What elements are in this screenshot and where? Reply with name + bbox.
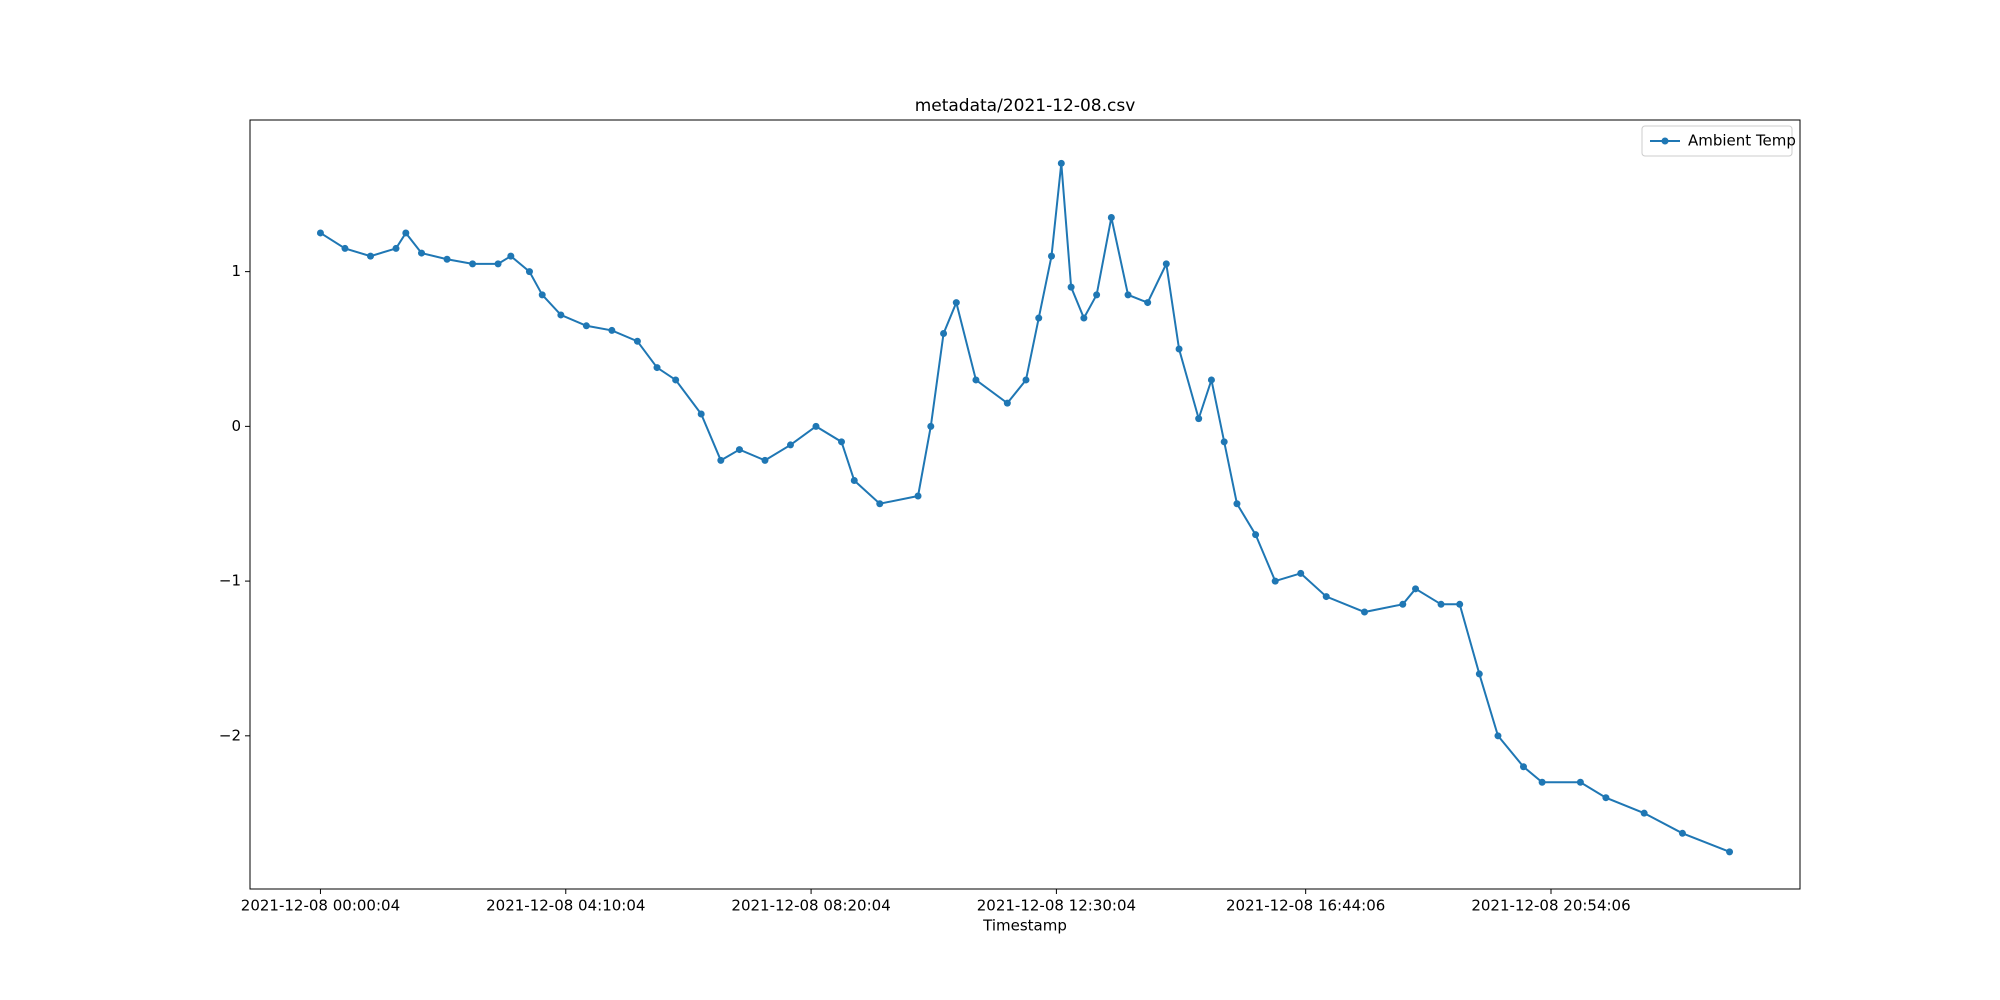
data-point xyxy=(418,249,426,257)
data-point xyxy=(1322,593,1330,601)
data-point xyxy=(672,376,680,384)
data-point xyxy=(940,330,948,338)
data-point xyxy=(876,500,884,508)
data-point xyxy=(1726,848,1734,856)
data-point xyxy=(1022,376,1030,384)
data-point xyxy=(1144,299,1152,307)
data-point xyxy=(1640,809,1648,817)
plot-frame xyxy=(249,119,1801,890)
x-tick-label: 2021-12-08 08:20:04 xyxy=(731,897,890,915)
data-point xyxy=(850,477,858,485)
data-point xyxy=(717,456,725,464)
data-point xyxy=(1437,600,1445,608)
data-point xyxy=(1035,314,1043,322)
x-tick-label: 2021-12-08 12:30:04 xyxy=(977,897,1136,915)
legend-box xyxy=(1641,125,1793,157)
data-point xyxy=(1107,213,1115,221)
data-point xyxy=(838,438,846,446)
data-point xyxy=(1093,291,1101,299)
data-point xyxy=(1233,500,1241,508)
data-point xyxy=(1361,608,1369,616)
x-tick-label: 2021-12-08 00:00:04 xyxy=(241,897,400,915)
data-point xyxy=(1124,291,1132,299)
x-tick-label: 2021-12-08 16:44:06 xyxy=(1226,897,1385,915)
data-point xyxy=(786,441,794,449)
data-point xyxy=(316,229,324,237)
data-point xyxy=(653,364,661,372)
data-point xyxy=(443,255,451,263)
data-line xyxy=(319,163,1730,853)
data-point xyxy=(1475,670,1483,678)
data-point xyxy=(633,337,641,345)
y-tick-label: −1 xyxy=(219,572,241,590)
data-point xyxy=(1494,732,1502,740)
chart-title: metadata/2021-12-08.csv xyxy=(915,96,1136,116)
data-point xyxy=(1519,763,1527,771)
data-point xyxy=(469,260,477,268)
data-point xyxy=(1252,531,1260,539)
data-point xyxy=(1220,438,1228,446)
data-point xyxy=(392,244,400,252)
data-point xyxy=(538,291,546,299)
data-point xyxy=(507,252,515,260)
data-point xyxy=(812,422,820,430)
data-point xyxy=(1538,778,1546,786)
y-tick-label: 1 xyxy=(231,262,241,280)
data-point xyxy=(1297,569,1305,577)
data-point xyxy=(1080,314,1088,322)
data-point xyxy=(1067,283,1075,291)
x-axis-label: Timestamp xyxy=(982,917,1067,935)
data-point xyxy=(1175,345,1183,353)
data-point xyxy=(525,268,533,276)
data-point xyxy=(1162,260,1170,268)
data-point xyxy=(972,376,980,384)
data-point xyxy=(1576,778,1584,786)
data-point xyxy=(1456,600,1464,608)
data-point xyxy=(1399,600,1407,608)
data-point xyxy=(1412,585,1420,593)
data-point xyxy=(761,456,769,464)
data-point xyxy=(927,422,935,430)
data-point xyxy=(1057,159,1065,167)
data-point xyxy=(735,446,743,454)
data-point xyxy=(1271,577,1279,585)
legend-label: Ambient Temp xyxy=(1688,132,1796,150)
data-point xyxy=(366,252,374,260)
data-point xyxy=(952,299,960,307)
data-point xyxy=(1602,794,1610,802)
data-point xyxy=(341,244,349,252)
y-tick-label: −2 xyxy=(219,726,241,744)
data-point xyxy=(1195,415,1203,423)
data-point xyxy=(582,322,590,330)
data-point xyxy=(914,492,922,500)
data-point xyxy=(557,311,565,319)
y-tick-label: 0 xyxy=(231,417,241,435)
data-point xyxy=(1003,399,1011,407)
x-tick-label: 2021-12-08 04:10:04 xyxy=(486,897,645,915)
x-tick-label: 2021-12-08 20:54:06 xyxy=(1471,897,1630,915)
data-point xyxy=(494,260,502,268)
data-point xyxy=(1207,376,1215,384)
data-point xyxy=(697,410,705,418)
data-point xyxy=(1678,829,1686,837)
data-point xyxy=(402,229,410,237)
data-point xyxy=(608,326,616,334)
data-point xyxy=(1047,252,1055,260)
legend-marker xyxy=(1661,137,1669,145)
